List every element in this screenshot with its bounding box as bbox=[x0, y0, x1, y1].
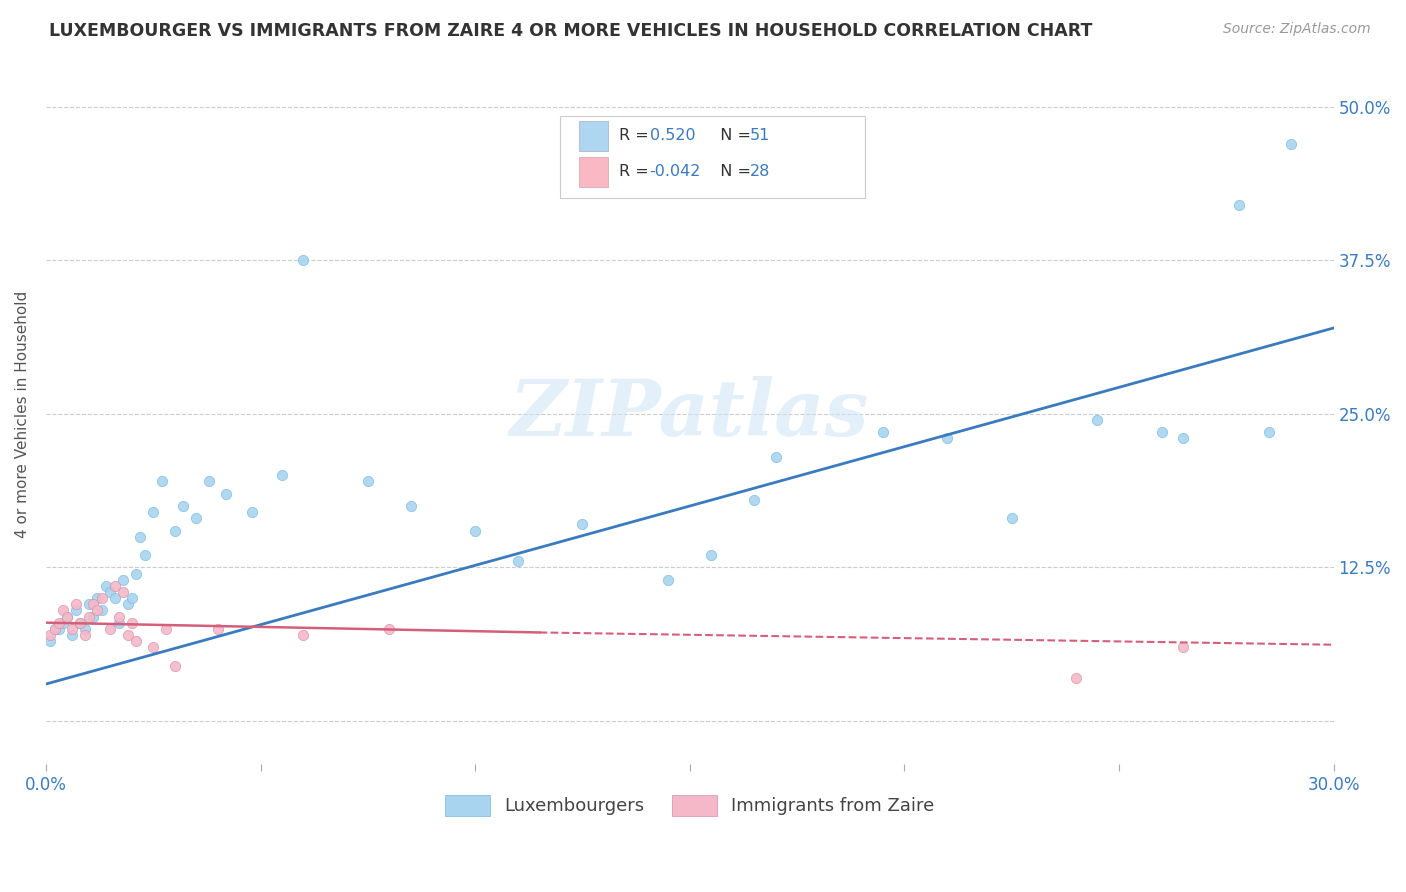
Point bbox=[94, 579, 117, 593]
Point bbox=[86, 603, 108, 617]
Text: LUXEMBOURGER VS IMMIGRANTS FROM ZAIRE 4 OR MORE VEHICLES IN HOUSEHOLD CORRELATIO: LUXEMBOURGER VS IMMIGRANTS FROM ZAIRE 4 … bbox=[49, 22, 1092, 40]
Point bbox=[73, 622, 96, 636]
Point bbox=[292, 253, 315, 268]
Point bbox=[765, 450, 787, 464]
Point bbox=[142, 505, 165, 519]
Point bbox=[65, 603, 87, 617]
Point bbox=[82, 609, 104, 624]
Point bbox=[1064, 671, 1087, 685]
Point bbox=[1150, 425, 1173, 440]
Point bbox=[48, 615, 70, 630]
Point bbox=[73, 628, 96, 642]
Point bbox=[39, 634, 62, 648]
Point bbox=[1173, 640, 1195, 655]
Point bbox=[506, 554, 529, 568]
Text: 0.520: 0.520 bbox=[650, 128, 696, 143]
Point bbox=[44, 622, 66, 636]
Point bbox=[82, 597, 104, 611]
Point bbox=[129, 530, 152, 544]
Point bbox=[98, 622, 121, 636]
Point bbox=[1087, 413, 1109, 427]
Point bbox=[571, 517, 593, 532]
Point bbox=[52, 615, 75, 630]
Point bbox=[104, 579, 127, 593]
Text: 28: 28 bbox=[749, 164, 770, 179]
Point bbox=[240, 505, 263, 519]
Point bbox=[108, 609, 131, 624]
Point bbox=[657, 573, 679, 587]
Point bbox=[108, 615, 131, 630]
Point bbox=[163, 524, 186, 538]
Point bbox=[155, 622, 177, 636]
Point bbox=[172, 499, 194, 513]
Point bbox=[1258, 425, 1281, 440]
Point bbox=[378, 622, 401, 636]
Point bbox=[69, 615, 91, 630]
Point bbox=[207, 622, 229, 636]
Point bbox=[117, 597, 139, 611]
Point bbox=[198, 475, 221, 489]
Legend: Luxembourgers, Immigrants from Zaire: Luxembourgers, Immigrants from Zaire bbox=[436, 786, 943, 825]
Text: R =: R = bbox=[619, 164, 654, 179]
Point bbox=[1173, 432, 1195, 446]
Point bbox=[186, 511, 208, 525]
Point bbox=[121, 591, 143, 606]
Point bbox=[936, 432, 959, 446]
Point bbox=[150, 475, 173, 489]
Point bbox=[215, 487, 238, 501]
Point bbox=[357, 475, 380, 489]
Point bbox=[52, 603, 75, 617]
Point bbox=[44, 622, 66, 636]
Point bbox=[1001, 511, 1024, 525]
Point bbox=[742, 492, 765, 507]
Point bbox=[77, 597, 100, 611]
Point bbox=[104, 591, 127, 606]
Point bbox=[125, 634, 148, 648]
Text: -0.042: -0.042 bbox=[650, 164, 702, 179]
Point bbox=[56, 609, 79, 624]
Point bbox=[464, 524, 486, 538]
Point bbox=[98, 585, 121, 599]
Point bbox=[292, 628, 315, 642]
Point bbox=[90, 603, 112, 617]
Point bbox=[86, 591, 108, 606]
Point bbox=[39, 628, 62, 642]
Point bbox=[399, 499, 422, 513]
Point bbox=[56, 609, 79, 624]
Point bbox=[142, 640, 165, 655]
Point bbox=[65, 597, 87, 611]
Text: Source: ZipAtlas.com: Source: ZipAtlas.com bbox=[1223, 22, 1371, 37]
Point bbox=[90, 591, 112, 606]
Point bbox=[134, 548, 156, 562]
Point bbox=[872, 425, 894, 440]
Point bbox=[163, 658, 186, 673]
Point bbox=[77, 609, 100, 624]
Text: N =: N = bbox=[710, 128, 756, 143]
Point bbox=[125, 566, 148, 581]
Point bbox=[117, 628, 139, 642]
Point bbox=[112, 585, 135, 599]
Point bbox=[271, 468, 294, 483]
Text: N =: N = bbox=[710, 164, 756, 179]
Y-axis label: 4 or more Vehicles in Household: 4 or more Vehicles in Household bbox=[15, 290, 30, 538]
Point bbox=[700, 548, 723, 562]
Point bbox=[60, 628, 83, 642]
Point bbox=[1279, 136, 1302, 151]
Point bbox=[48, 622, 70, 636]
Point bbox=[112, 573, 135, 587]
Text: ZIPatlas: ZIPatlas bbox=[510, 376, 869, 452]
Text: R =: R = bbox=[619, 128, 654, 143]
Point bbox=[60, 622, 83, 636]
Point bbox=[69, 615, 91, 630]
Point bbox=[1227, 198, 1250, 212]
Point bbox=[121, 615, 143, 630]
Text: 51: 51 bbox=[749, 128, 770, 143]
